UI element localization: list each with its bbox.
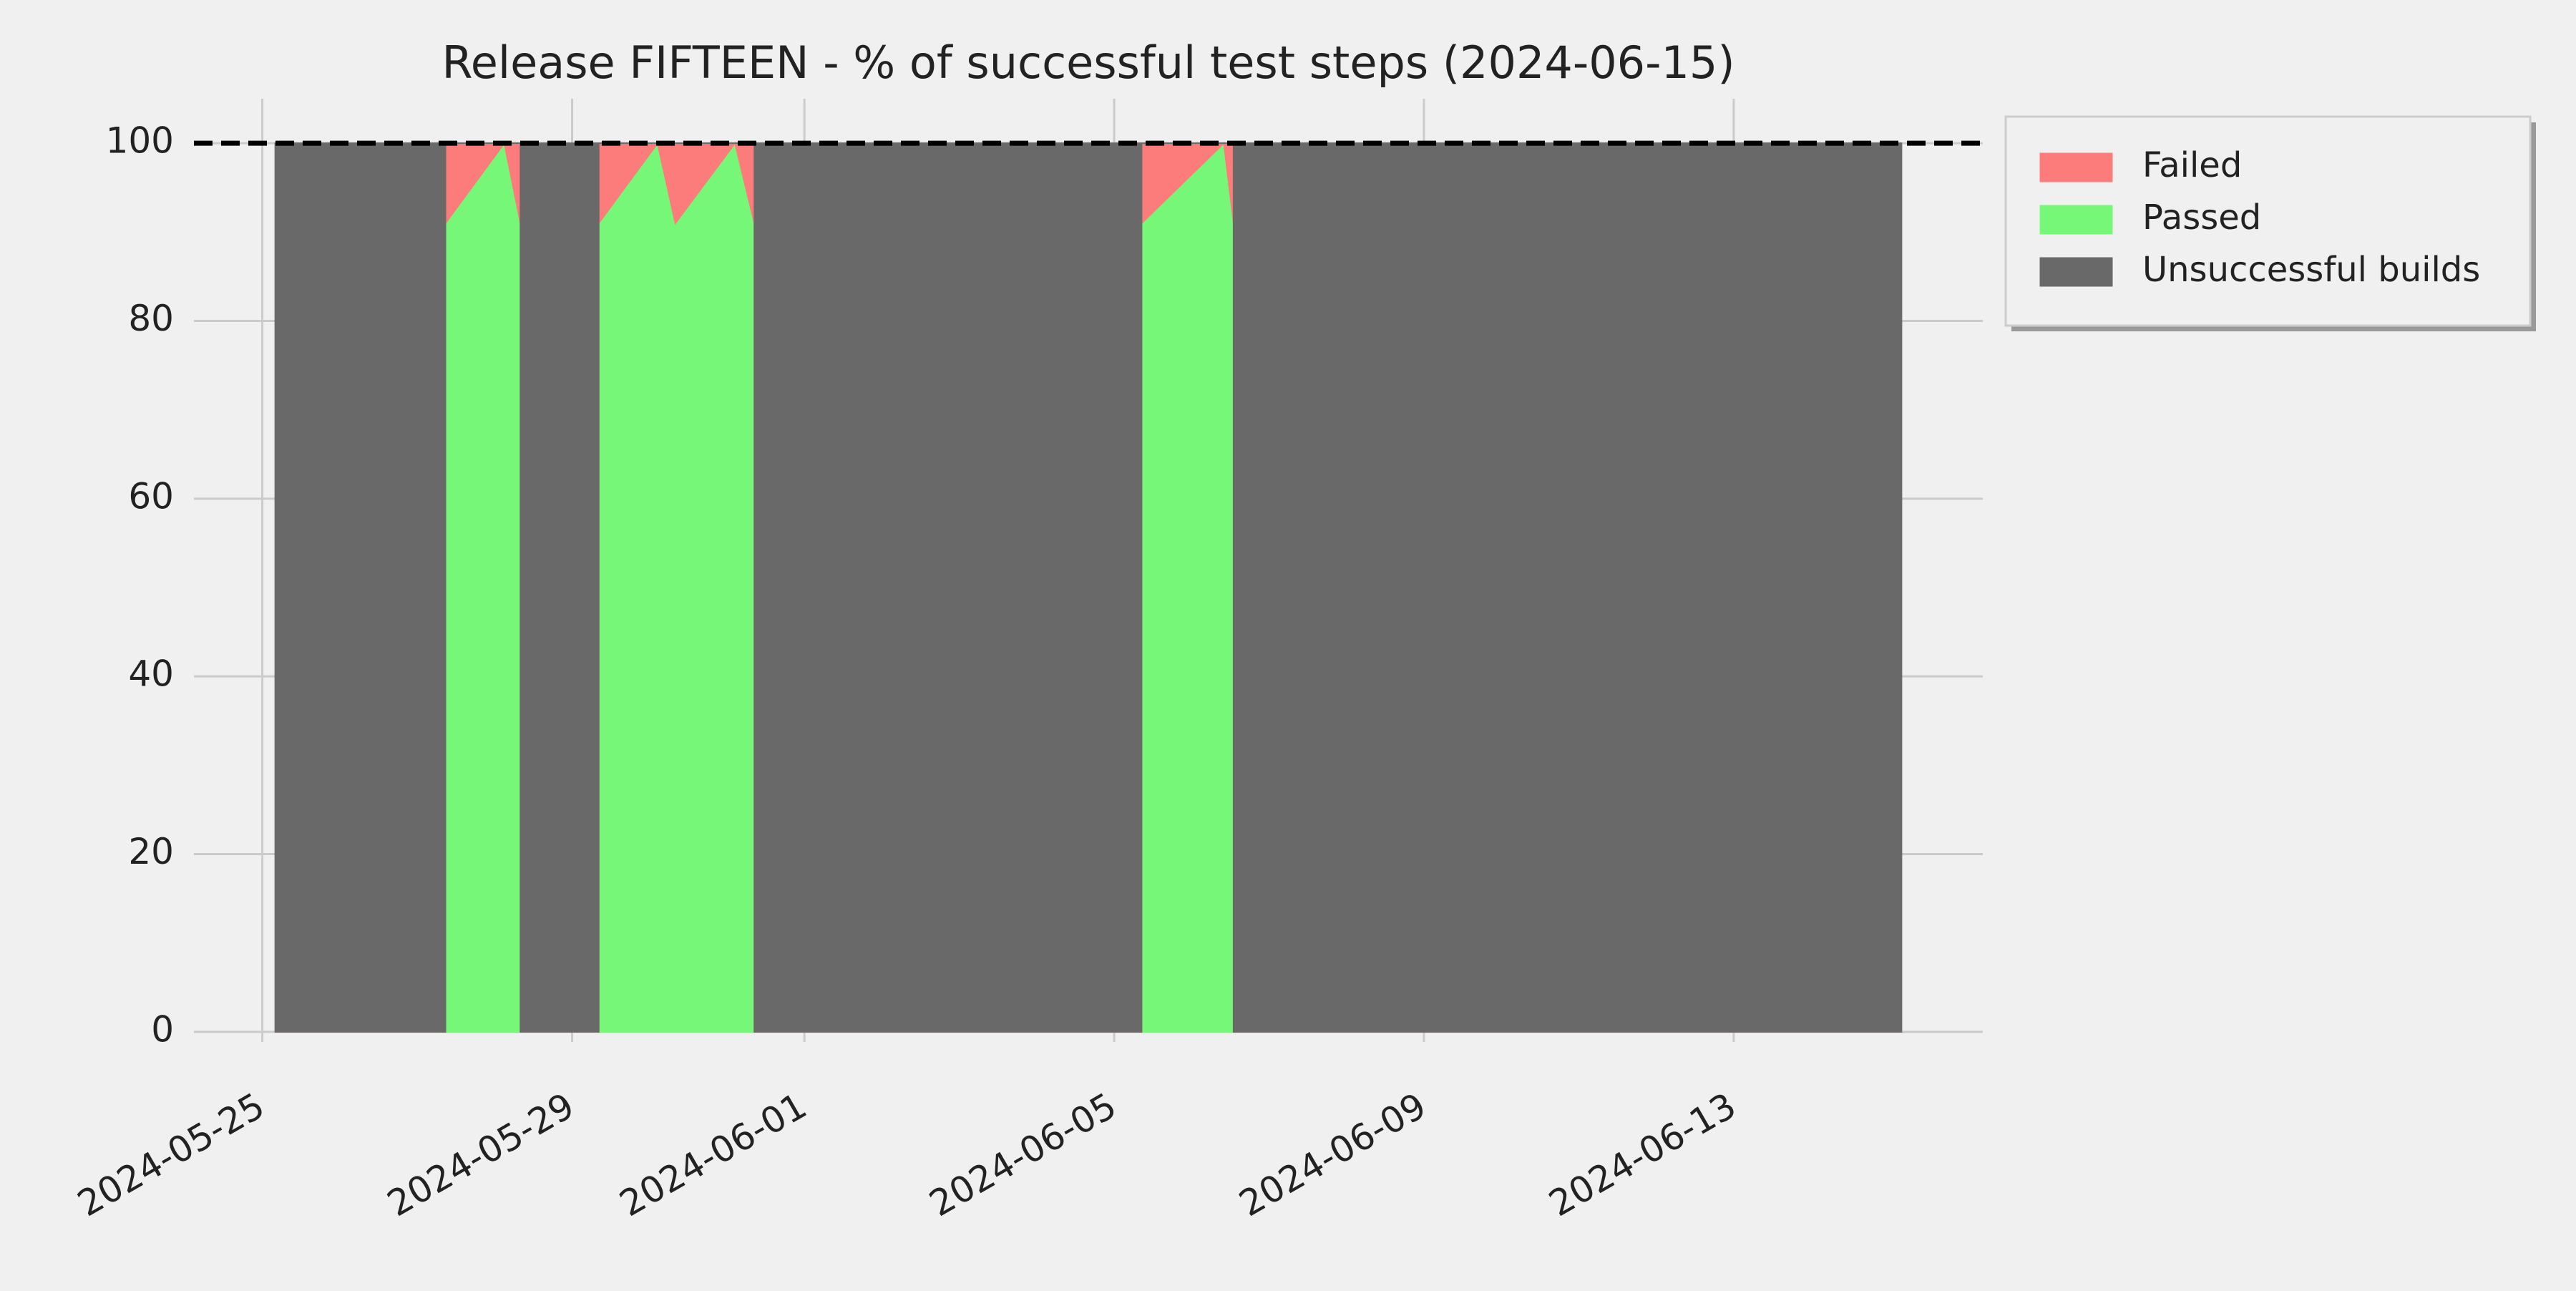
y-tick-label: 100 — [106, 120, 174, 162]
legend-swatch — [2039, 152, 2113, 182]
y-tick-label: 20 — [128, 831, 174, 872]
y-tick-label: 80 — [128, 298, 174, 339]
y-tick-label: 40 — [128, 653, 174, 695]
legend-label: Unsuccessful builds — [2142, 250, 2480, 290]
chart-title: Release FIFTEEN - % of successful test s… — [441, 36, 1735, 89]
legend-label: Passed — [2142, 198, 2261, 238]
legend: Failed Passed Unsuccessful builds — [2004, 115, 2536, 331]
y-tick-label: 60 — [128, 475, 174, 517]
y-tick-label: 0 — [151, 1008, 174, 1050]
legend-swatch — [2039, 257, 2113, 287]
legend-swatch — [2039, 205, 2113, 235]
legend-label: Failed — [2142, 145, 2242, 185]
